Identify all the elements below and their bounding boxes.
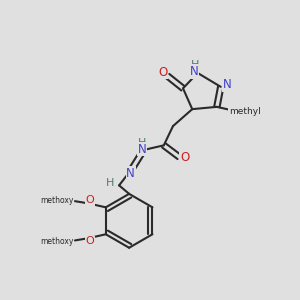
Text: O: O — [158, 66, 168, 79]
Text: O: O — [85, 195, 94, 206]
Text: O: O — [85, 236, 94, 246]
Text: N: N — [189, 65, 198, 78]
Text: methyl: methyl — [229, 107, 260, 116]
Text: O: O — [180, 151, 189, 164]
Text: N: N — [138, 143, 147, 156]
Text: N: N — [223, 78, 231, 91]
Text: methoxy: methoxy — [40, 196, 74, 205]
Text: H: H — [106, 178, 114, 188]
Text: methoxy: methoxy — [40, 237, 74, 246]
Text: N: N — [126, 167, 135, 180]
Text: H: H — [138, 138, 146, 148]
Text: H: H — [191, 60, 200, 70]
